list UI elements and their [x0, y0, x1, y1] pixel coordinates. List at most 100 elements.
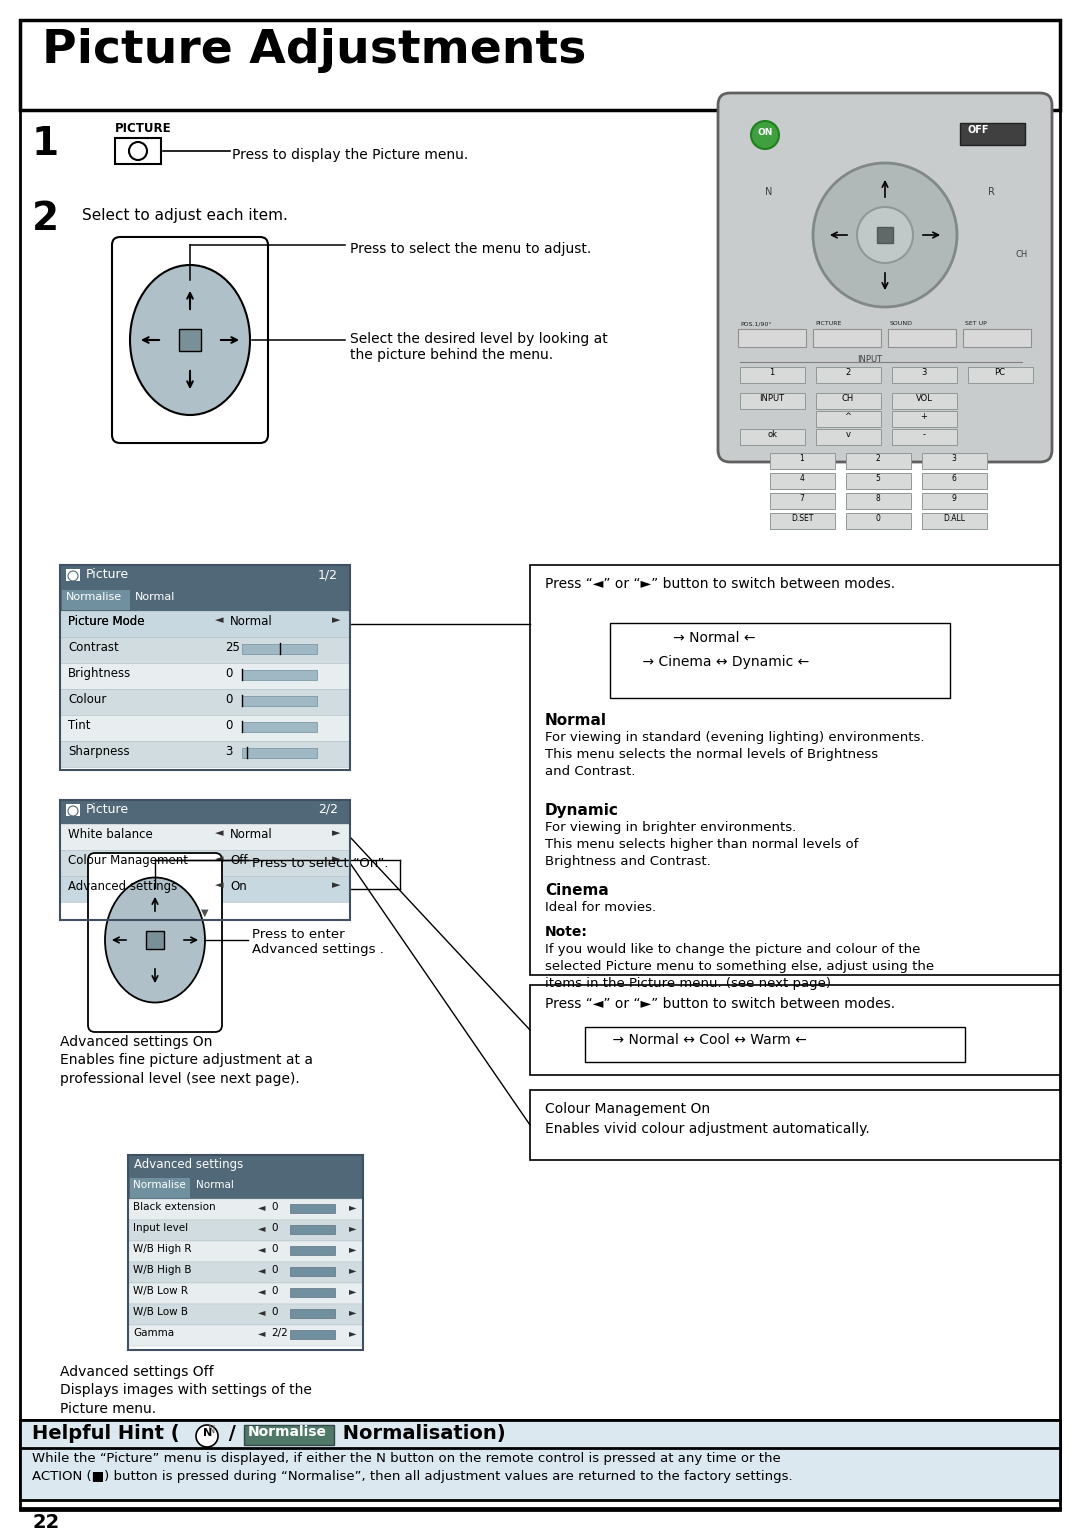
Bar	[740, 429, 805, 445]
Bar	[530, 986, 1059, 1076]
Bar	[21, 1420, 1059, 1449]
Text: 22: 22	[32, 1513, 59, 1528]
Bar	[21, 20, 1059, 110]
Bar	[60, 565, 350, 588]
Text: +: +	[920, 413, 928, 422]
Bar	[922, 474, 987, 489]
Text: 1/2: 1/2	[318, 568, 338, 581]
Bar	[813, 329, 881, 347]
Circle shape	[813, 163, 957, 307]
Text: 2: 2	[876, 454, 880, 463]
Text: 1: 1	[799, 454, 805, 463]
Text: Press “◄” or “►” button to switch between modes.: Press “◄” or “►” button to switch betwee…	[545, 996, 895, 1012]
Text: → Cinema ↔ Dynamic ←: → Cinema ↔ Dynamic ←	[625, 656, 809, 669]
Text: N: N	[765, 186, 772, 197]
Text: PICTURE: PICTURE	[815, 321, 841, 325]
Bar	[291, 1288, 335, 1297]
Text: White balance: White balance	[68, 828, 152, 840]
Circle shape	[195, 1426, 218, 1447]
Text: Select to adjust each item.: Select to adjust each item.	[82, 208, 288, 223]
Bar	[877, 228, 893, 243]
Bar	[846, 452, 912, 469]
Bar	[129, 1241, 363, 1262]
Text: Normalise: Normalise	[133, 1180, 186, 1190]
Text: Normal: Normal	[135, 591, 175, 602]
FancyBboxPatch shape	[112, 237, 268, 443]
Text: ◄: ◄	[258, 1222, 266, 1233]
Text: Picture Mode: Picture Mode	[68, 614, 145, 628]
Bar	[60, 637, 350, 663]
Text: 3: 3	[225, 746, 232, 758]
Text: CH: CH	[842, 394, 854, 403]
Bar	[610, 623, 950, 698]
FancyBboxPatch shape	[87, 853, 222, 1031]
Text: CH: CH	[1015, 251, 1027, 260]
Text: Press to display the Picture menu.: Press to display the Picture menu.	[232, 148, 469, 162]
Ellipse shape	[105, 877, 205, 1002]
Bar	[740, 393, 805, 410]
Text: W/B High R: W/B High R	[133, 1244, 191, 1254]
Text: 3: 3	[921, 368, 927, 377]
Text: ON: ON	[758, 128, 773, 138]
Text: 5: 5	[876, 474, 880, 483]
Bar	[60, 689, 350, 715]
Text: 0: 0	[271, 1287, 278, 1296]
Text: 8: 8	[876, 494, 880, 503]
Text: ◄: ◄	[258, 1203, 266, 1212]
Bar	[892, 367, 957, 384]
Text: Cinema: Cinema	[545, 883, 609, 898]
Bar	[60, 824, 350, 850]
Text: Normal: Normal	[230, 828, 273, 840]
Text: D.ALL: D.ALL	[943, 513, 966, 523]
Text: 3: 3	[951, 454, 957, 463]
Bar	[129, 1155, 363, 1351]
Text: 1: 1	[32, 125, 59, 163]
Text: v: v	[846, 429, 851, 439]
Text: Tint: Tint	[68, 720, 91, 732]
Text: ►: ►	[332, 880, 340, 889]
Text: Advanced settings: Advanced settings	[68, 880, 177, 892]
Bar	[60, 876, 350, 902]
Bar	[892, 429, 957, 445]
Bar	[738, 329, 806, 347]
Bar	[244, 1426, 334, 1445]
Text: 0: 0	[225, 668, 232, 680]
Text: ►: ►	[332, 828, 340, 837]
Text: ►: ►	[349, 1222, 356, 1233]
Bar	[963, 329, 1031, 347]
Bar	[770, 513, 835, 529]
Text: 0: 0	[271, 1265, 278, 1274]
Text: Normalise: Normalise	[66, 591, 122, 602]
Text: POS.1/90°: POS.1/90°	[740, 321, 771, 325]
Bar	[740, 367, 805, 384]
Text: ◄: ◄	[215, 880, 224, 889]
Bar	[530, 565, 1059, 975]
Text: SOUND: SOUND	[890, 321, 913, 325]
Bar	[922, 452, 987, 469]
Text: ◄: ◄	[258, 1328, 266, 1339]
Text: ok: ok	[767, 429, 777, 439]
Bar	[129, 1155, 363, 1177]
Text: 7: 7	[799, 494, 805, 503]
Bar	[60, 801, 350, 824]
Text: 2: 2	[32, 200, 59, 238]
Text: Picture: Picture	[86, 804, 130, 816]
Bar	[291, 1267, 335, 1276]
Text: Picture Mode: Picture Mode	[68, 614, 145, 628]
Text: Normalise: Normalise	[248, 1426, 327, 1439]
Bar	[242, 723, 318, 732]
Text: W/B Low B: W/B Low B	[133, 1306, 188, 1317]
Bar	[21, 1420, 1059, 1500]
Bar	[129, 1177, 363, 1199]
Circle shape	[68, 571, 78, 581]
Bar	[770, 494, 835, 509]
Text: Advanced settings: Advanced settings	[134, 1158, 243, 1170]
Text: OFF: OFF	[968, 125, 989, 134]
Bar	[846, 474, 912, 489]
Bar	[60, 850, 350, 876]
Text: Advanced settings On
Enables fine picture adjustment at a
professional level (se: Advanced settings On Enables fine pictur…	[60, 1034, 313, 1086]
Text: /: /	[222, 1424, 235, 1442]
Text: Helpful Hint (: Helpful Hint (	[32, 1424, 179, 1442]
Bar	[129, 1303, 363, 1325]
Bar	[60, 715, 350, 741]
